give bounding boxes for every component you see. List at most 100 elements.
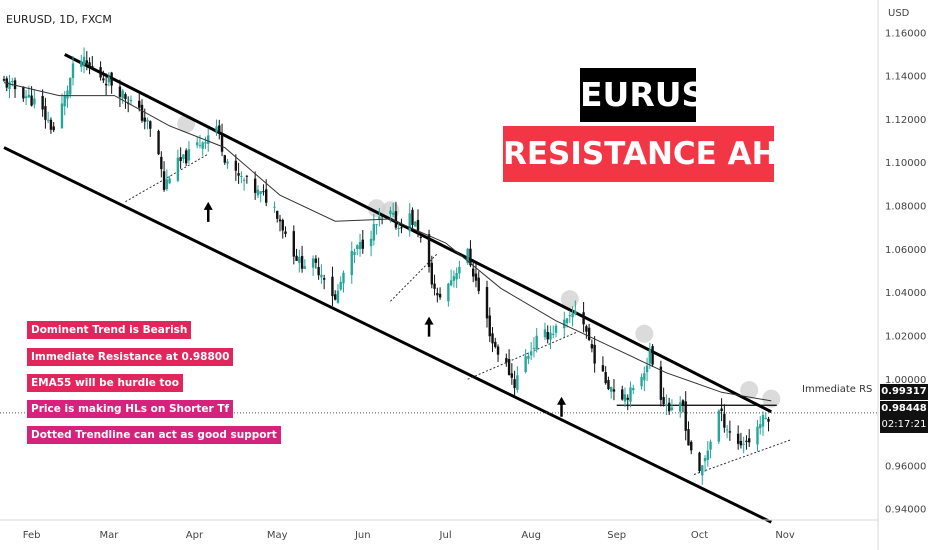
candle-body (632, 388, 635, 391)
candle-body (485, 287, 489, 319)
candle-body (121, 90, 124, 99)
candle-body (278, 219, 282, 222)
candle-body (369, 238, 373, 247)
candle-body (430, 262, 433, 285)
candle-body (698, 452, 701, 472)
candle-body (91, 66, 94, 69)
candle-body (466, 248, 469, 264)
candle-body (723, 413, 726, 428)
note-dotted-trendline: Dotted Trendline can act as good support (27, 426, 281, 444)
arrow-up-head (557, 396, 567, 405)
candle-body (411, 209, 414, 225)
candle-body (179, 157, 182, 162)
candle-body (469, 248, 472, 266)
candle-body (419, 236, 422, 238)
candle-body (670, 407, 674, 410)
y-tick-label: 1.08000 (885, 202, 926, 213)
channel-lower-line (3, 146, 772, 524)
candle-body (623, 394, 627, 402)
x-tick-label: Feb (23, 530, 41, 541)
candle-body (761, 414, 765, 427)
symbol-label: EURUSD, 1D, FXCM (6, 13, 112, 26)
note-dominant-trend: Dominent Trend is Bearish (27, 321, 192, 339)
candle-body (394, 211, 398, 228)
candle-body (543, 329, 547, 338)
price-axis[interactable]: 1.16000 1.14000 1.12000 1.10000 1.08000 1.060… (877, 0, 926, 550)
candle-body (748, 438, 751, 443)
candle-body (389, 210, 392, 215)
candle-body (129, 99, 133, 102)
candle-body (706, 450, 709, 460)
candle-body (339, 281, 342, 290)
note-ema55: EMA55 will be hurdle too (27, 374, 183, 392)
candle-body (317, 267, 320, 276)
candle-body (527, 355, 530, 359)
candle-body (63, 94, 66, 107)
candle-body (739, 440, 743, 446)
y-tick-label: 1.04000 (885, 288, 926, 299)
candle-body (414, 221, 417, 227)
highlight-circle (367, 199, 386, 218)
candle-body (513, 379, 516, 389)
candle-body (745, 440, 748, 443)
highlight-circles (177, 114, 781, 408)
candle-body (149, 121, 152, 129)
candle-body (218, 125, 221, 133)
candle-body (143, 117, 146, 122)
dotted-trendline (467, 331, 579, 380)
candle-body (447, 283, 450, 302)
candle-body (593, 344, 596, 364)
candle-body (2, 79, 6, 81)
candle-body (196, 142, 199, 146)
candle-body (574, 311, 577, 315)
candle-body (146, 119, 149, 122)
candle-body (30, 95, 33, 106)
x-tick-label: Apr (186, 530, 204, 541)
candle-body (449, 280, 453, 286)
candle-body (438, 293, 442, 298)
candle-body (400, 227, 403, 229)
candle-body (759, 424, 762, 429)
candle-body (311, 258, 315, 268)
highlight-circle (560, 290, 579, 309)
candle-body (259, 191, 262, 194)
candle-body (66, 90, 69, 99)
candle-body (41, 95, 44, 110)
candle-body (284, 231, 287, 234)
candle-body (681, 400, 685, 405)
candle-body (546, 331, 549, 340)
candle-body (201, 142, 204, 149)
candle-body (372, 224, 376, 241)
candle-body (198, 145, 202, 147)
time-axis[interactable]: Feb Mar Apr May Jun Jul Aug Sep Oct Nov (0, 519, 878, 541)
candle-body (612, 389, 616, 392)
candle-body (215, 126, 218, 132)
candle-body (300, 256, 304, 269)
candle-body (331, 276, 334, 297)
candlesticks (2, 47, 770, 485)
candle-body (433, 283, 436, 289)
candle-body (505, 358, 508, 363)
candle-body (601, 365, 605, 372)
candle-body (552, 333, 555, 335)
candle-body (701, 465, 704, 476)
highlight-circle (740, 381, 759, 400)
y-tick-label: 1.12000 (885, 115, 926, 126)
arrow-up-head (203, 201, 213, 210)
candle-body (626, 397, 629, 400)
candle-body (667, 402, 671, 412)
candle-body (223, 155, 226, 163)
candle-body (52, 126, 55, 131)
candle-body (160, 156, 163, 170)
title-eurusd: EURUSD (580, 68, 733, 122)
candle-body (416, 219, 420, 234)
candle-body (736, 433, 740, 444)
candle-body (665, 404, 668, 406)
candle-body (353, 251, 356, 255)
candle-body (237, 173, 240, 176)
candle-body (207, 135, 210, 144)
x-tick-label: Jun (354, 530, 371, 541)
y-tick-label: 0.96000 (885, 461, 926, 472)
note-higher-lows: Price is making HLs on Shorter Tf (27, 400, 234, 418)
